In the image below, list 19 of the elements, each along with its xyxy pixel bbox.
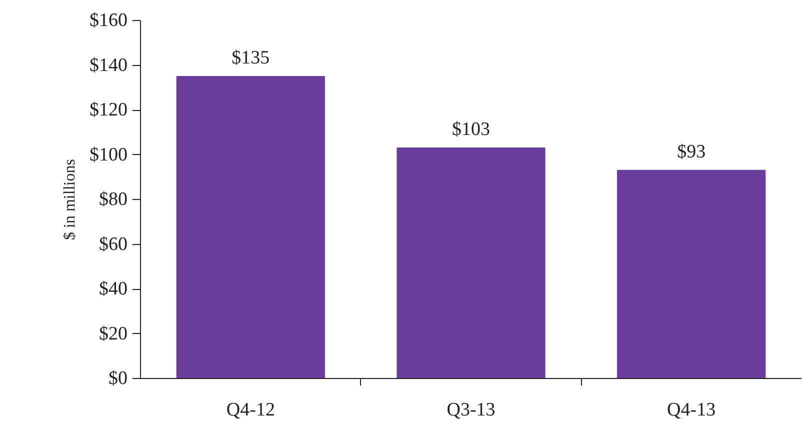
x-tick-label: Q3-13: [446, 400, 496, 420]
y-tick-label: $60: [99, 234, 128, 255]
y-tick-label: $160: [90, 10, 128, 31]
y-tick-label: $0: [108, 368, 128, 389]
y-tick-label: $40: [99, 278, 128, 300]
bar: [617, 170, 766, 378]
data-label: $135: [232, 47, 270, 68]
bar: [396, 148, 546, 378]
y-tick-label: $140: [90, 54, 128, 76]
y-tick-label: $80: [99, 189, 128, 210]
y-tick-label: $120: [90, 100, 128, 120]
bar: [176, 76, 325, 378]
x-tick-label: Q4-13: [667, 400, 716, 420]
y-tick-label: $20: [99, 323, 128, 344]
y-axis-title: $ in millions: [62, 159, 78, 240]
y-tick-label: $100: [90, 144, 128, 166]
data-label: $93: [677, 141, 706, 162]
data-label: $103: [452, 119, 490, 140]
x-tick-label: Q4-12: [226, 400, 275, 420]
